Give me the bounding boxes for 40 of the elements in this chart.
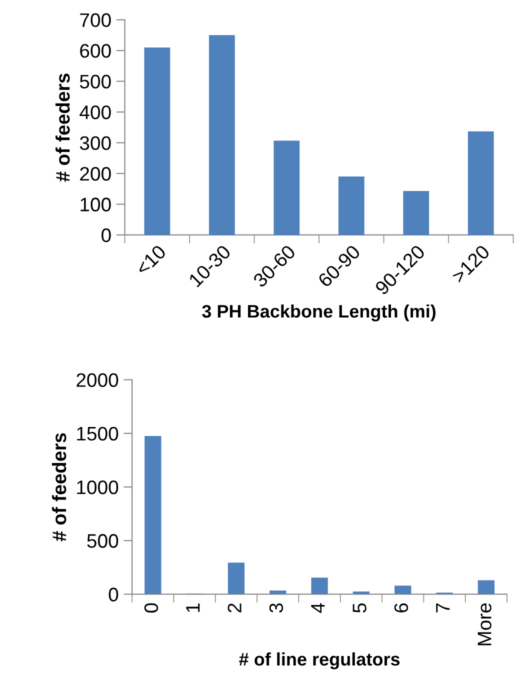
- x-axis-title: # of line regulators: [239, 652, 400, 670]
- y-tick-label: 1500: [77, 426, 118, 441]
- y-tick-label: 2000: [76, 373, 118, 387]
- y-tick-label: 500: [80, 74, 111, 89]
- y-tick-label: 700: [80, 13, 111, 28]
- y-tick-label: 0: [108, 588, 118, 602]
- bar: [208, 35, 235, 235]
- bar: [311, 578, 328, 594]
- y-tick-label: 0: [102, 228, 111, 242]
- bar: [394, 586, 412, 594]
- bar: [228, 562, 245, 594]
- bar: [270, 590, 286, 594]
- y-tick-label: 600: [80, 44, 111, 58]
- x-tick-label: More: [478, 603, 492, 646]
- x-axis-title: 3 PH Backbone Length (mi): [202, 304, 436, 322]
- y-axis-title: # of feeders: [55, 74, 70, 182]
- x-tick-label: 0: [144, 603, 158, 613]
- bar: [478, 580, 495, 594]
- x-tick-label: 5: [352, 603, 366, 613]
- y-tick-label: 100: [80, 198, 111, 212]
- bar: [144, 47, 170, 235]
- y-tick-label: 500: [87, 534, 118, 548]
- bar: [403, 191, 430, 235]
- bar: [468, 131, 494, 235]
- x-tick-label: 1: [186, 603, 200, 612]
- bar: [352, 592, 370, 594]
- x-tick-label: 4: [311, 603, 325, 613]
- y-tick-label: 1000: [77, 480, 118, 494]
- bar: [144, 436, 162, 594]
- x-tick-label: 6: [394, 603, 408, 612]
- y-axis-title: # of feeders: [52, 433, 66, 542]
- y-tick-label: 200: [80, 166, 111, 181]
- x-tick-label: 3: [269, 603, 284, 613]
- y-tick-label: 400: [80, 105, 111, 120]
- x-tick-label: 2: [228, 604, 242, 612]
- y-tick-label: 300: [80, 136, 111, 150]
- x-tick-label: 7: [436, 604, 450, 612]
- bar: [338, 176, 364, 235]
- x-tick-label: <10: [134, 244, 167, 276]
- bar: [274, 140, 300, 235]
